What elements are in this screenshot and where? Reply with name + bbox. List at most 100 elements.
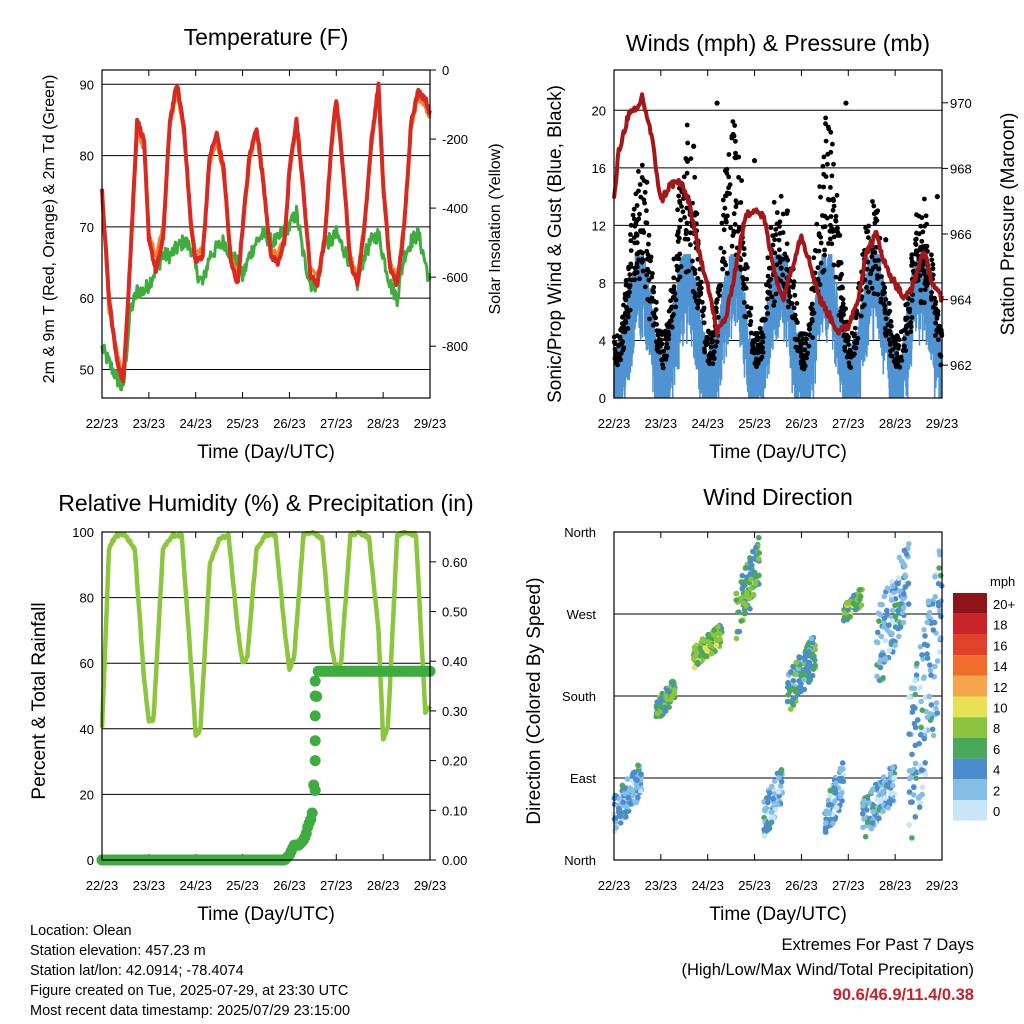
winds-gust-point xyxy=(817,282,823,287)
winds-gust-point xyxy=(904,323,910,329)
winds-gust-point xyxy=(880,281,886,287)
humidity-precip-point xyxy=(306,807,318,819)
winds-ytick-label: 12 xyxy=(592,218,606,233)
winds-gust-point xyxy=(684,157,690,163)
winds-gust-point xyxy=(739,178,744,184)
winds-gust-point xyxy=(787,293,792,299)
winds-gust-point xyxy=(792,336,798,342)
colorbar-label: 4 xyxy=(993,763,1000,778)
humidity-ytick-label: 40 xyxy=(80,722,94,737)
winds-gust-point xyxy=(878,296,884,302)
direction-point xyxy=(790,663,796,670)
winds-gust-point xyxy=(750,341,755,346)
colorbar-swatch xyxy=(953,779,987,800)
winds-gust-point xyxy=(646,232,652,238)
winds-gust-point xyxy=(866,235,871,241)
winds-gust-point xyxy=(830,207,836,213)
direction-point xyxy=(796,678,802,684)
direction-ylabel: Direction (Colored By Speed) xyxy=(524,577,545,824)
winds-gust-point xyxy=(644,248,650,254)
temperature-series-2m-t xyxy=(100,81,432,384)
direction-points xyxy=(611,534,945,841)
winds-ytick-label: 4 xyxy=(599,333,606,348)
direction-point xyxy=(930,627,937,633)
direction-point xyxy=(866,800,872,806)
winds-gust-point xyxy=(720,266,725,272)
humidity-title: Relative Humidity (%) & Precipitation (i… xyxy=(58,490,473,516)
winds-gust-point xyxy=(883,316,889,322)
direction-point xyxy=(900,591,907,597)
direction-point xyxy=(888,597,895,603)
winds-gust-point xyxy=(882,307,888,313)
direction-point xyxy=(852,602,859,608)
direction-point xyxy=(906,541,912,547)
winds-gust-point xyxy=(809,286,814,292)
info-latlon: Station lat/lon: 42.0914; -78.4074 xyxy=(30,963,244,979)
winds-gust-point xyxy=(708,344,714,350)
winds-gust-point xyxy=(754,364,759,370)
direction-point xyxy=(877,612,884,618)
winds-ytick-label: 20 xyxy=(592,103,606,118)
winds-gust-point xyxy=(675,230,681,236)
winds-gust-point xyxy=(822,252,827,258)
winds-gust-point xyxy=(671,284,677,289)
winds-gust-point xyxy=(780,272,786,278)
direction-point xyxy=(786,681,792,688)
winds-gust-point xyxy=(679,204,684,209)
winds-gust-point xyxy=(772,237,777,243)
humidity-ylabel: Percent & Total Rainfall xyxy=(29,602,50,799)
winds-gust-point xyxy=(693,210,698,216)
direction-point xyxy=(919,652,925,658)
winds-gust-point xyxy=(811,310,817,316)
temperature-rtick-label: -400 xyxy=(442,201,468,216)
direction-xlabel: Time (Day/UTC) xyxy=(709,904,847,925)
humidity-ytick-label: 80 xyxy=(80,591,94,606)
winds-gust-point xyxy=(631,206,637,212)
direction-point xyxy=(919,707,926,713)
direction-point xyxy=(928,702,935,708)
temperature-rtick-label: -800 xyxy=(442,339,468,354)
direction-point xyxy=(691,664,698,671)
direction-point xyxy=(896,554,903,561)
winds-gust-point xyxy=(922,287,928,292)
winds-gust-point xyxy=(886,328,892,334)
winds-gust-point xyxy=(697,289,703,295)
winds-gust-peak xyxy=(784,208,790,214)
direction-point xyxy=(912,742,919,749)
winds-gust-point xyxy=(833,218,839,224)
humidity-xtick-label: 28/23 xyxy=(367,878,400,893)
winds-gust-point xyxy=(741,252,747,257)
direction-point xyxy=(837,793,844,800)
direction-point xyxy=(797,654,803,661)
winds-gust-point xyxy=(831,161,836,167)
direction-point xyxy=(638,771,644,778)
winds-gust-point xyxy=(807,326,812,332)
winds-gust-point xyxy=(713,305,719,310)
humidity-precip-point xyxy=(309,755,321,767)
direction-point xyxy=(932,593,938,600)
winds-gust-point xyxy=(833,274,839,280)
winds-gust-point xyxy=(920,244,925,250)
winds-gust-point xyxy=(910,268,916,274)
winds-gust-point xyxy=(668,298,673,304)
winds-gust-point xyxy=(659,357,665,363)
winds-gust-point xyxy=(844,332,850,338)
winds-xtick-label: 25/23 xyxy=(738,416,771,431)
winds-gust-point xyxy=(722,205,728,211)
winds-gust-point xyxy=(665,345,671,351)
winds-gust-point xyxy=(700,313,706,319)
temperature-ytick-label: 50 xyxy=(80,362,94,377)
temperature-title: Temperature (F) xyxy=(184,24,349,50)
direction-point xyxy=(748,585,754,592)
direction-point xyxy=(805,641,812,647)
winds-gust-point xyxy=(791,283,796,288)
winds-gust-point xyxy=(809,301,815,307)
humidity-precip-point xyxy=(309,735,321,747)
station-info: Location: Olean Station elevation: 457.2… xyxy=(30,921,350,1021)
winds-gust-point xyxy=(777,247,782,253)
winds-gust-point xyxy=(675,207,680,213)
direction-point xyxy=(935,599,942,606)
winds-gust-point xyxy=(791,305,797,311)
winds-gust-point xyxy=(638,194,644,200)
winds-gust-point xyxy=(764,305,769,310)
